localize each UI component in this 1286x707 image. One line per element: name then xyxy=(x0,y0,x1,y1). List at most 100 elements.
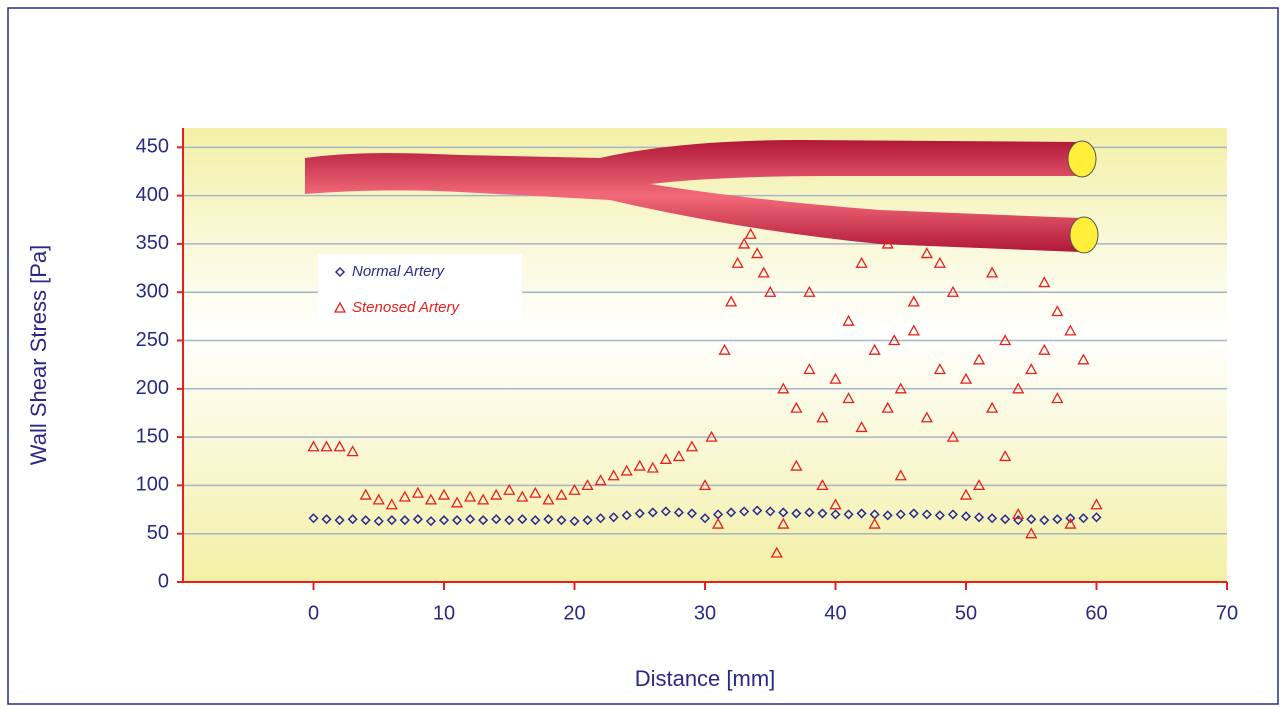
marker xyxy=(920,247,933,259)
marker xyxy=(1051,305,1064,317)
marker xyxy=(934,510,945,521)
y-tick-label: 50 xyxy=(147,522,169,544)
marker xyxy=(881,237,894,249)
marker xyxy=(985,401,999,413)
y-axis-title: Wall Shear Stress [Pa] xyxy=(26,245,51,465)
marker xyxy=(933,363,947,375)
marker xyxy=(907,295,920,307)
marker xyxy=(399,515,410,526)
marker xyxy=(744,227,757,239)
y-tick-label: 350 xyxy=(136,232,169,254)
marker xyxy=(921,509,932,520)
marker xyxy=(569,516,580,527)
marker xyxy=(718,343,731,355)
marker xyxy=(634,508,645,519)
marker xyxy=(804,507,815,518)
marker xyxy=(1039,515,1050,526)
marker xyxy=(517,514,528,525)
marker xyxy=(705,430,718,442)
marker xyxy=(346,445,359,457)
marker xyxy=(477,493,490,505)
x-tick-label: 10 xyxy=(433,602,455,624)
marker xyxy=(1065,513,1076,524)
marker xyxy=(752,505,763,516)
marker xyxy=(972,479,986,491)
x-tick-label: 60 xyxy=(1085,602,1107,624)
marker xyxy=(503,483,516,495)
y-tick-label: 450 xyxy=(136,136,169,158)
marker xyxy=(1012,382,1025,394)
x-tick-label: 0 xyxy=(308,602,319,624)
marker xyxy=(999,334,1012,346)
marker xyxy=(438,515,450,526)
x-tick-label: 50 xyxy=(955,602,977,624)
marker xyxy=(999,450,1012,462)
marker xyxy=(478,515,489,526)
marker xyxy=(973,512,985,523)
legend-marker xyxy=(334,266,346,278)
marker xyxy=(581,479,594,491)
x-tick-label: 40 xyxy=(824,602,846,624)
marker xyxy=(1038,276,1051,288)
marker xyxy=(360,515,371,526)
marker xyxy=(542,493,555,505)
marker xyxy=(881,401,894,413)
y-tick-label: 150 xyxy=(136,425,169,447)
marker xyxy=(595,513,606,524)
marker xyxy=(1000,514,1011,525)
marker xyxy=(698,479,712,491)
y-tick-label: 0 xyxy=(158,570,169,592)
marker xyxy=(751,247,764,259)
marker xyxy=(334,515,345,526)
marker xyxy=(778,507,789,518)
marker xyxy=(868,343,881,355)
x-tick-label: 30 xyxy=(694,602,716,624)
marker xyxy=(959,488,973,500)
y-tick-label: 400 xyxy=(136,184,169,206)
marker xyxy=(1012,508,1025,520)
marker xyxy=(842,314,855,326)
marker xyxy=(895,509,906,520)
marker xyxy=(855,421,868,433)
y-tick-label: 100 xyxy=(136,474,169,496)
marker xyxy=(608,512,619,523)
marker xyxy=(947,509,959,520)
marker xyxy=(659,452,672,464)
marker xyxy=(1091,512,1102,523)
marker xyxy=(333,440,346,452)
marker xyxy=(646,461,659,473)
marker xyxy=(738,237,751,249)
marker xyxy=(673,507,684,518)
marker xyxy=(633,459,646,471)
marker xyxy=(385,498,398,510)
marker xyxy=(386,515,397,526)
x-tick-label: 70 xyxy=(1216,602,1238,624)
marker xyxy=(770,546,783,558)
marker xyxy=(803,363,816,375)
marker xyxy=(829,372,842,384)
marker xyxy=(424,493,438,505)
marker xyxy=(1038,343,1051,355)
marker xyxy=(321,514,332,525)
marker xyxy=(817,508,828,519)
marker xyxy=(450,496,464,508)
marker xyxy=(946,285,960,297)
y-tick-label: 200 xyxy=(136,377,169,399)
marker xyxy=(308,513,319,524)
marker xyxy=(398,490,411,502)
marker xyxy=(1090,498,1103,510)
marker xyxy=(490,488,503,500)
marker xyxy=(647,507,658,518)
marker xyxy=(568,483,581,495)
marker xyxy=(739,506,750,517)
marker xyxy=(790,401,803,413)
marker xyxy=(985,266,999,278)
marker xyxy=(894,382,907,394)
marker xyxy=(529,486,542,498)
marker xyxy=(843,509,854,520)
marker xyxy=(555,488,568,500)
marker xyxy=(803,285,816,297)
marker xyxy=(829,498,842,510)
marker xyxy=(699,513,711,524)
marker xyxy=(920,411,933,423)
